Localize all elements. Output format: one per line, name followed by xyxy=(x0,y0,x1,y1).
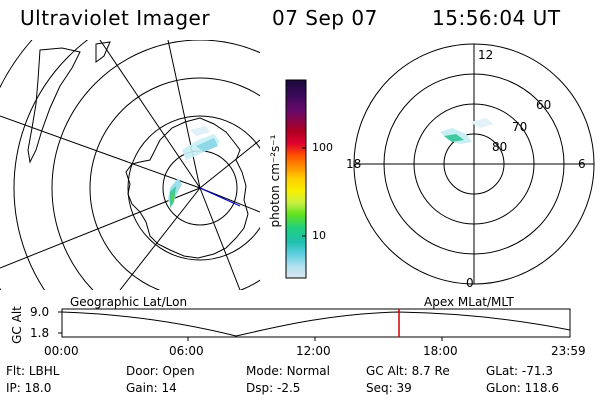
status-door-value: Open xyxy=(162,364,195,378)
status-glon-value: 118.6 xyxy=(524,381,559,395)
colorbar xyxy=(285,79,307,279)
polar-plot xyxy=(353,43,595,285)
status-mode: Mode: Normal xyxy=(246,364,330,378)
status-ip-value: 18.0 xyxy=(24,381,52,395)
x-tick-0000: 00:00 xyxy=(44,344,79,358)
alt-axis-label: GC Alt xyxy=(9,306,24,344)
mlat-label-60: 60 xyxy=(536,98,552,112)
status-seq: Seq: 39 xyxy=(366,381,412,395)
x-tick-0600: 06:00 xyxy=(169,344,204,358)
mlat-label-80: 80 xyxy=(492,140,508,154)
mlt-label-12: 12 xyxy=(478,48,494,62)
date-label: 07 Sep 07 xyxy=(272,6,378,30)
apex-frame-label: Apex MLat/MLT xyxy=(424,295,514,309)
mlt-label-0: 0 xyxy=(466,276,474,290)
status-gain: Gain: 14 xyxy=(126,381,177,395)
polar-aurora xyxy=(440,118,494,144)
status-door-key: Door: xyxy=(126,364,159,378)
status-gcalt: GC Alt: 8.7 Re xyxy=(366,364,450,378)
status-gcalt-value: 8.7 Re xyxy=(411,364,450,378)
status-dsp: Dsp: -2.5 xyxy=(246,381,300,395)
status-glat-key: GLat: xyxy=(486,364,519,378)
instrument-title: Ultraviolet Imager xyxy=(20,6,211,30)
status-gcalt-key: GC Alt: xyxy=(366,364,408,378)
geo-frame-label: Geographic Lat/Lon xyxy=(70,295,188,309)
status-glon: GLon: 118.6 xyxy=(486,381,559,395)
status-dsp-key: Dsp: xyxy=(246,381,274,395)
status-gain-key: Gain: xyxy=(126,381,158,395)
status-flt-value: LBHL xyxy=(28,364,60,378)
x-tick-2359: 23:59 xyxy=(551,344,586,358)
status-ip: IP: 18.0 xyxy=(6,381,51,395)
colorbar-tick-10: 10 xyxy=(312,229,326,242)
status-flt-key: Flt: xyxy=(6,364,25,378)
altitude-strip xyxy=(58,308,571,341)
status-mode-value: Normal xyxy=(286,364,330,378)
status-door: Door: Open xyxy=(126,364,195,378)
status-glon-key: GLon: xyxy=(486,381,521,395)
status-dsp-value: -2.5 xyxy=(276,381,301,395)
status-glat: GLat: -71.3 xyxy=(486,364,553,378)
alt-tick-9: 9.0 xyxy=(30,305,50,319)
x-tick-1800: 18:00 xyxy=(423,344,458,358)
status-mode-key: Mode: xyxy=(246,364,283,378)
alt-tick-1.8: 1.8 xyxy=(30,326,50,340)
status-ip-key: IP: xyxy=(6,381,21,395)
time-label: 15:56:04 UT xyxy=(432,6,561,30)
status-glat-value: -71.3 xyxy=(521,364,553,378)
status-gain-value: 14 xyxy=(161,381,177,395)
colorbar-tick-100: 100 xyxy=(312,141,333,154)
mlat-label-70: 70 xyxy=(512,120,528,134)
x-tick-1200: 12:00 xyxy=(296,344,331,358)
mlt-label-6: 6 xyxy=(578,157,586,171)
mlt-label-18: 18 xyxy=(346,157,362,171)
status-seq-value: 39 xyxy=(396,381,412,395)
status-seq-key: Seq: xyxy=(366,381,393,395)
geo-aurora xyxy=(168,126,241,208)
geographic-map xyxy=(0,40,260,290)
status-flt: Flt: LBHL xyxy=(6,364,59,378)
colorbar-unit-label: photon cm⁻²s⁻¹ xyxy=(268,134,282,228)
